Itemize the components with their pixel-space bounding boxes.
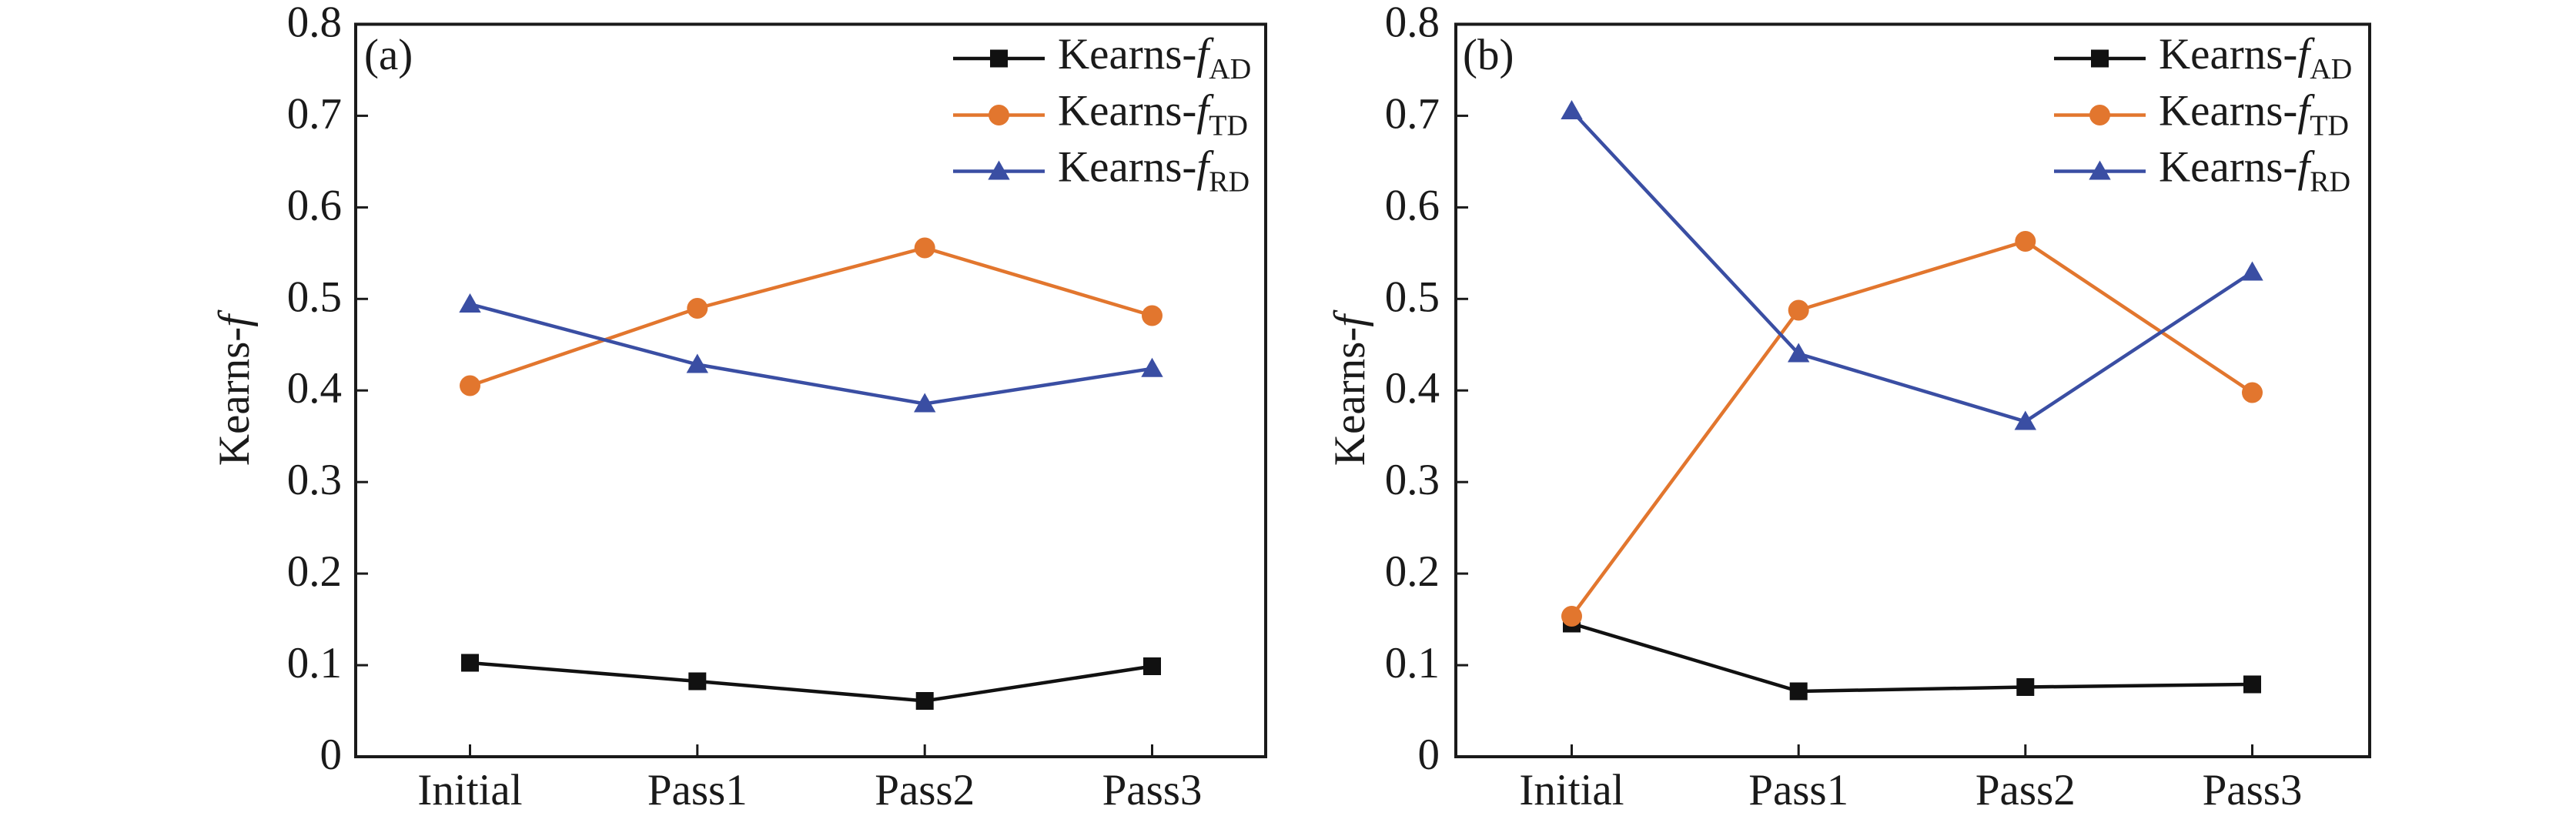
- svg-text:Pass1: Pass1: [1748, 766, 1848, 814]
- svg-text:Kearns-fRD: Kearns-fRD: [1058, 143, 1250, 199]
- svg-text:0: 0: [320, 731, 343, 779]
- svg-text:Pass3: Pass3: [1102, 766, 1203, 814]
- svg-text:Kearns-fTD: Kearns-fTD: [2159, 87, 2349, 142]
- svg-text:0.5: 0.5: [287, 273, 342, 321]
- svg-text:Pass2: Pass2: [1975, 766, 2076, 814]
- svg-text:Kearns-f: Kearns-f: [1326, 309, 1374, 466]
- svg-text:0.5: 0.5: [1385, 273, 1440, 321]
- svg-text:0.3: 0.3: [287, 456, 342, 504]
- svg-text:0.3: 0.3: [1385, 456, 1440, 504]
- svg-text:Initial: Initial: [417, 766, 522, 814]
- svg-text:Kearns-f: Kearns-f: [210, 309, 259, 466]
- svg-text:0.7: 0.7: [287, 89, 342, 138]
- svg-text:0.7: 0.7: [1385, 89, 1440, 138]
- svg-text:0.4: 0.4: [287, 364, 342, 413]
- svg-text:(a): (a): [364, 31, 413, 79]
- svg-text:(b): (b): [1463, 31, 1514, 79]
- svg-text:Kearns-fRD: Kearns-fRD: [2159, 143, 2350, 199]
- svg-text:0.6: 0.6: [287, 181, 342, 229]
- svg-text:0.6: 0.6: [1385, 181, 1440, 229]
- svg-text:0.1: 0.1: [1385, 639, 1440, 687]
- svg-text:0.4: 0.4: [1385, 364, 1440, 413]
- svg-text:0.8: 0.8: [1385, 0, 1440, 47]
- svg-text:Pass1: Pass1: [647, 766, 748, 814]
- svg-text:0.8: 0.8: [287, 0, 342, 47]
- svg-text:Initial: Initial: [1519, 766, 1624, 814]
- svg-text:0.2: 0.2: [1385, 547, 1440, 596]
- svg-text:0.1: 0.1: [287, 639, 342, 687]
- svg-text:0.2: 0.2: [287, 547, 342, 596]
- svg-text:0: 0: [1418, 731, 1440, 779]
- svg-text:Pass3: Pass3: [2203, 766, 2303, 814]
- svg-text:Pass2: Pass2: [875, 766, 975, 814]
